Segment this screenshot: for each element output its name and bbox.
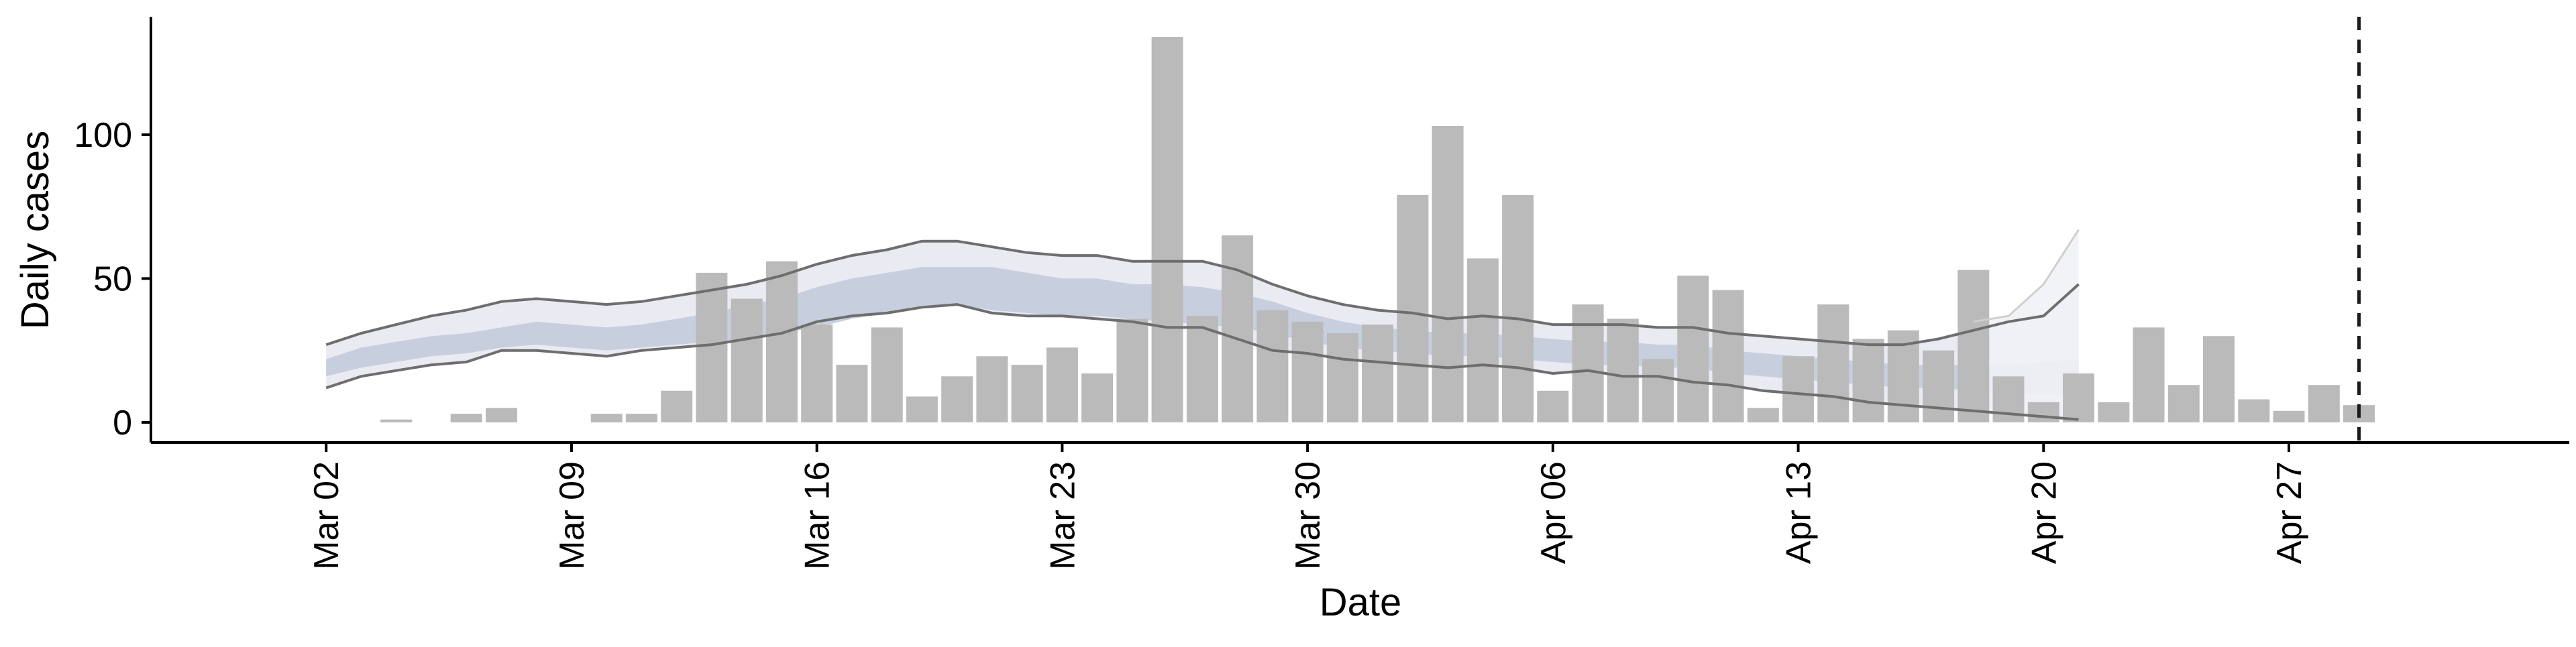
bar-2020-04-07 — [1572, 304, 1604, 422]
bar-2020-03-28 — [1222, 235, 1254, 422]
bar-2020-04-05 — [1502, 195, 1534, 422]
upper-bound-line — [325, 239, 2080, 347]
x-axis-title: Date — [1320, 581, 1402, 624]
bar-2020-03-29 — [1256, 310, 1289, 422]
bar-2020-04-23 — [2133, 327, 2165, 422]
bar-2020-03-15 — [765, 261, 798, 422]
bar-2020-04-24 — [2167, 385, 2200, 422]
bar-2020-04-25 — [2203, 336, 2235, 422]
bar-2020-04-17 — [1923, 350, 1955, 422]
bar-2020-03-19 — [906, 396, 938, 422]
x-tick-label-2020-03-30: Mar 30 — [1289, 461, 1328, 570]
bar-2020-04-08 — [1607, 318, 1639, 422]
y-tick-label-0: 0 — [113, 404, 132, 443]
bar-2020-03-04 — [380, 419, 413, 422]
bar-2020-04-01 — [1362, 325, 1394, 422]
x-tick-label-2020-03-02: Mar 02 — [307, 461, 346, 570]
forecast-upper-line — [1973, 229, 2080, 323]
bar-2020-03-27 — [1186, 316, 1218, 422]
bar-2020-03-25 — [1116, 318, 1148, 422]
bar-2020-03-21 — [976, 356, 1008, 422]
bar-2020-04-21 — [2063, 373, 2094, 422]
bar-2020-03-11 — [625, 414, 657, 422]
bar-2020-03-23 — [1046, 347, 1078, 422]
bar-2020-03-24 — [1081, 373, 1114, 422]
x-tick-label-2020-04-27: Apr 27 — [2270, 461, 2309, 564]
bar-2020-04-11 — [1712, 290, 1744, 422]
x-tick-label-2020-04-20: Apr 20 — [2025, 461, 2063, 564]
forecast-band — [1973, 229, 2079, 420]
bar-2020-04-13 — [1782, 356, 1815, 422]
outer-credible-band — [326, 241, 2079, 420]
bar-2020-04-28 — [2308, 385, 2340, 422]
bar-2020-04-04 — [1466, 258, 1499, 422]
bar-2020-03-26 — [1151, 37, 1183, 422]
lower-bound-line — [325, 303, 2079, 421]
bar-2020-04-09 — [1642, 359, 1674, 422]
bar-2020-04-10 — [1677, 276, 1709, 422]
bar-2020-03-06 — [450, 414, 482, 422]
bar-2020-03-16 — [801, 325, 833, 422]
y-tick-label-100: 100 — [74, 116, 132, 155]
estimate-lines-layer — [325, 229, 2080, 421]
bar-2020-04-15 — [1852, 339, 1884, 422]
x-tick-label-2020-04-06: Apr 06 — [1534, 461, 1573, 564]
x-tick-label-2020-03-23: Mar 23 — [1043, 461, 1082, 570]
bar-2020-04-18 — [1957, 270, 1990, 422]
estimate-bands-layer — [326, 229, 2079, 420]
bar-2020-04-27 — [2273, 410, 2305, 422]
x-tick-label-2020-03-09: Mar 09 — [553, 461, 592, 570]
bar-2020-03-22 — [1011, 365, 1043, 422]
inner-credible-band — [326, 267, 2079, 397]
axes-layer: 0 50 100 Mar 02 Mar 09 Mar 16 Mar 23 Mar 30 Apr … — [74, 17, 2569, 570]
bar-2020-03-30 — [1291, 321, 1324, 422]
bar-2020-03-14 — [731, 298, 763, 422]
bar-2020-03-12 — [661, 390, 693, 422]
bar-2020-04-06 — [1537, 390, 1569, 422]
bar-2020-03-20 — [941, 376, 973, 422]
x-tick-label-2020-03-16: Mar 16 — [798, 461, 837, 570]
bar-2020-04-02 — [1397, 195, 1429, 422]
bar-2020-03-17 — [836, 365, 868, 422]
bar-2020-04-20 — [2027, 402, 2059, 422]
bar-2020-03-31 — [1326, 333, 1358, 422]
bar-2020-03-13 — [696, 272, 728, 422]
x-tick-label-2020-04-13: Apr 13 — [1780, 461, 1819, 564]
bar-2020-04-26 — [2238, 399, 2270, 422]
y-tick-label-50: 50 — [93, 259, 132, 298]
bars-layer — [380, 37, 2375, 422]
bar-2020-04-14 — [1817, 304, 1849, 422]
bar-2020-04-12 — [1747, 408, 1779, 422]
bar-2020-04-22 — [2098, 402, 2130, 422]
bar-2020-04-03 — [1432, 126, 1464, 422]
bar-2020-03-07 — [486, 408, 517, 422]
bar-2020-03-18 — [871, 327, 903, 422]
y-axis-title: Daily cases — [13, 131, 57, 330]
bar-2020-03-10 — [590, 414, 623, 422]
